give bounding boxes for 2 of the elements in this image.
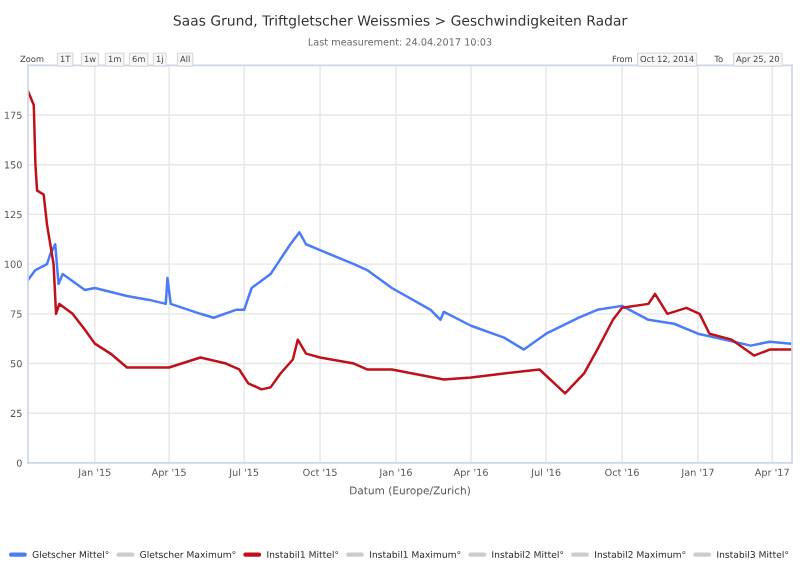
line-series [28, 231, 792, 351]
line-series [28, 89, 792, 395]
